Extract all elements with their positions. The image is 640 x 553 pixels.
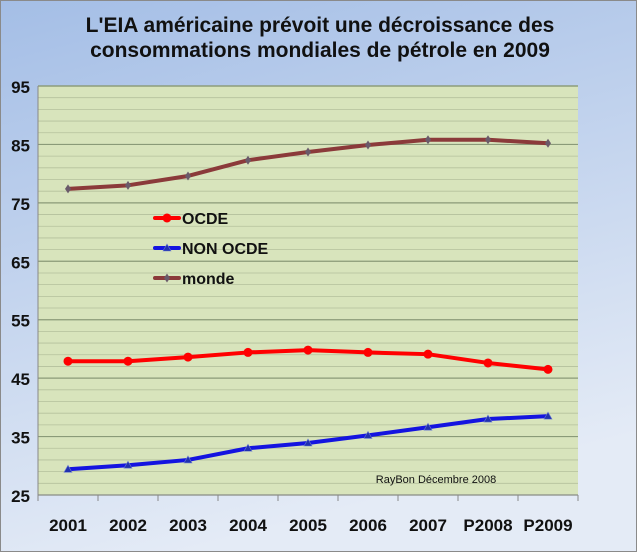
x-tick-label: P2009 xyxy=(523,516,572,535)
data-point-circle xyxy=(63,356,73,366)
data-point-diamond xyxy=(545,138,551,148)
data-point-circle xyxy=(303,345,313,355)
legend: OCDE NON OCDE monde xyxy=(153,211,269,288)
plot-area xyxy=(38,86,578,495)
legend-item: OCDE xyxy=(153,211,229,228)
x-tick-label: P2008 xyxy=(463,516,512,535)
data-point-triangle xyxy=(162,243,172,252)
data-point-triangle xyxy=(423,422,433,431)
data-point-circle xyxy=(543,364,553,374)
legend-label: OCDE xyxy=(182,211,229,228)
data-point-circle xyxy=(243,347,253,357)
data-point-circle xyxy=(423,349,433,359)
chart-title-line-2: consommations mondiales de pétrole en 20… xyxy=(90,39,550,62)
data-point-triangle xyxy=(123,460,133,469)
data-point-triangle xyxy=(363,430,373,439)
x-tick-label: 2002 xyxy=(109,516,147,535)
data-point-diamond xyxy=(125,180,131,190)
data-point-triangle xyxy=(303,438,313,447)
x-tick-label: 2005 xyxy=(289,516,327,535)
y-tick-label: 95 xyxy=(11,78,30,97)
data-point-diamond xyxy=(185,171,191,181)
data-point-diamond xyxy=(365,140,371,150)
data-point-circle xyxy=(162,213,172,223)
legend-item: monde xyxy=(153,271,235,288)
data-point-circle xyxy=(483,358,493,368)
data-point-diamond xyxy=(245,155,251,165)
legend-label: NON OCDE xyxy=(182,241,269,258)
y-tick-label: 55 xyxy=(11,312,30,331)
series-ocde xyxy=(63,345,553,374)
data-point-diamond xyxy=(485,135,491,145)
y-tick-label: 25 xyxy=(11,487,30,506)
x-tick-label: 2001 xyxy=(49,516,87,535)
data-point-circle xyxy=(183,352,193,362)
data-point-circle xyxy=(123,356,133,366)
data-point-triangle xyxy=(243,443,253,452)
data-point-triangle xyxy=(483,414,493,423)
data-point-circle xyxy=(363,347,373,357)
series-monde xyxy=(65,135,551,194)
data-point-triangle xyxy=(183,455,193,464)
y-tick-label: 75 xyxy=(11,195,30,214)
x-tick-label: 2006 xyxy=(349,516,387,535)
y-tick-label: 45 xyxy=(11,370,30,389)
data-point-triangle xyxy=(543,411,553,420)
legend-label: monde xyxy=(182,271,235,288)
data-point-diamond xyxy=(425,135,431,145)
legend-item: NON OCDE xyxy=(153,241,269,258)
chart-title-line-1: L'EIA américaine prévoit une décroissanc… xyxy=(86,14,555,37)
annotation-credit: RayBon Décembre 2008 xyxy=(376,474,496,486)
series-group xyxy=(63,135,553,473)
y-tick-label: 65 xyxy=(11,253,30,272)
data-point-diamond xyxy=(164,273,170,283)
data-point-diamond xyxy=(305,147,311,157)
data-point-triangle xyxy=(63,464,73,473)
y-axis: 25 35 45 55 65 75 85 95 xyxy=(11,78,39,506)
y-tick-label: 35 xyxy=(11,429,30,448)
data-point-diamond xyxy=(65,184,71,194)
x-tick-label: 2004 xyxy=(229,516,267,535)
series-non-ocde xyxy=(63,411,553,473)
x-tick-label: 2003 xyxy=(169,516,207,535)
x-axis: 2001 2002 2003 2004 2005 2006 2007 P2008 P2009 xyxy=(37,494,579,535)
y-tick-label: 85 xyxy=(11,136,30,155)
x-tick-label: 2007 xyxy=(409,516,447,535)
